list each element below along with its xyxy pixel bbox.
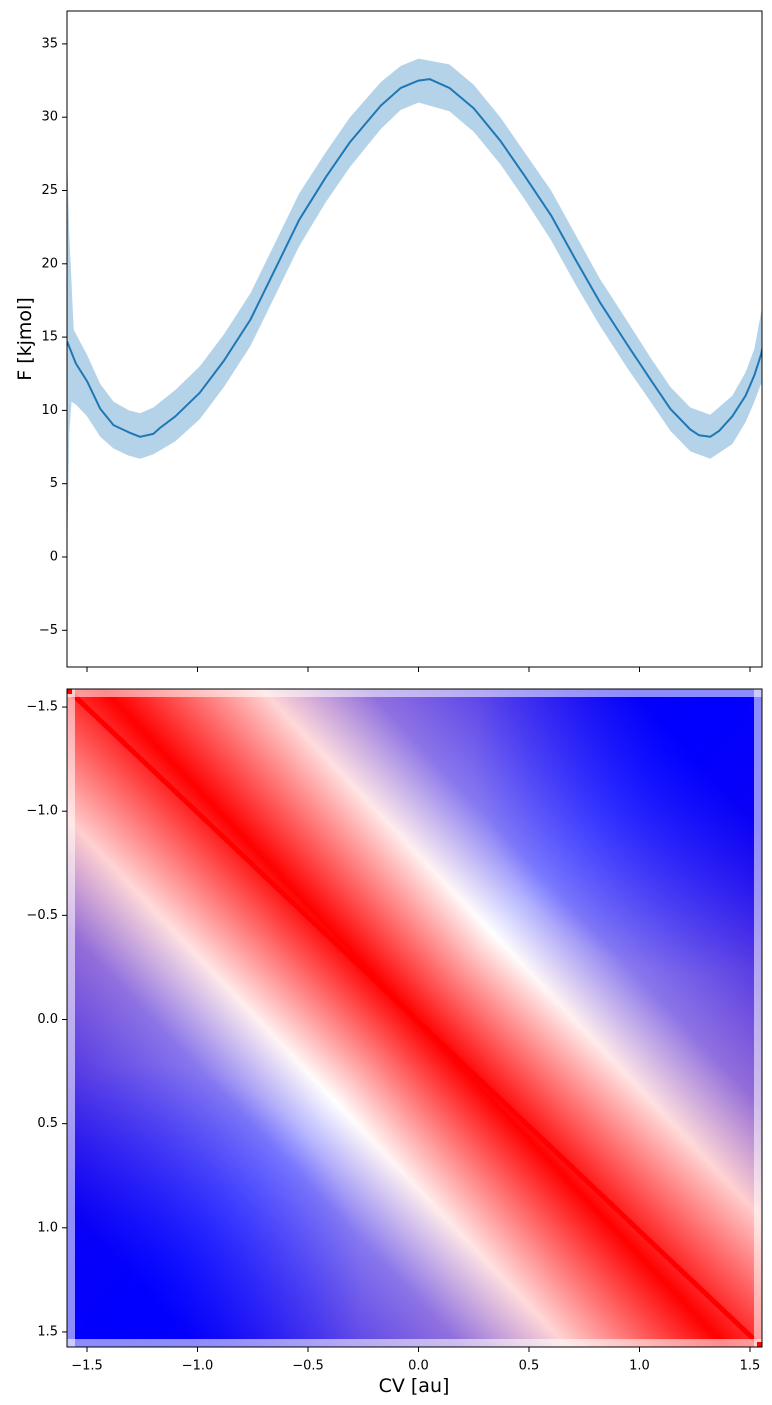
y-tick-label: 5: [50, 476, 58, 491]
covariance-heatmap-panel: −1.5 −1.0 −0.5 0.0 0.5 1.0 1.5 −1.5 −1.0 −0.5 0.0…: [26, 688, 763, 1397]
y-tick-label: 35: [41, 36, 58, 51]
free-energy-panel: −5 0 5 10 15 20 25 30 35 F [kjmol]: [14, 10, 763, 672]
y-tick-label: 30: [41, 110, 58, 125]
x-tick-label: 0.0: [408, 1359, 429, 1374]
top-x-ticks: [86, 667, 751, 672]
heatmap-x-axis-label: CV [au]: [379, 1375, 450, 1397]
x-tick-label: −1.5: [71, 1359, 103, 1374]
top-y-axis-label: F [kjmol]: [14, 297, 36, 381]
y-tick-label: 10: [41, 403, 58, 418]
x-tick-label: 1.5: [740, 1359, 761, 1374]
y-tick-label: −1.5: [26, 700, 58, 715]
x-tick-label: 0.5: [519, 1359, 540, 1374]
top-y-ticks: −5 0 5 10 15 20 25 30 35: [39, 36, 67, 638]
heatmap-image: [67, 689, 762, 1347]
y-tick-label: 0: [50, 550, 58, 565]
y-tick-label: −1.0: [26, 804, 58, 819]
y-tick-label: −0.5: [26, 908, 58, 923]
y-tick-label: 1.5: [37, 1324, 58, 1339]
y-tick-label: 25: [41, 183, 58, 198]
heatmap-axes-frame: [66, 688, 763, 1348]
mean-free-energy-line: [67, 78, 762, 438]
x-tick-label: 1.0: [629, 1359, 650, 1374]
y-tick-label: 15: [41, 330, 58, 345]
y-tick-label: 0.5: [37, 1116, 58, 1131]
x-tick-label: −1.0: [182, 1359, 214, 1374]
heatmap-x-ticks: −1.5 −1.0 −0.5 0.0 0.5 1.0 1.5: [71, 1347, 760, 1374]
x-tick-label: −0.5: [292, 1359, 324, 1374]
top-axes-frame: [66, 10, 763, 668]
uncertainty-band: [67, 58, 762, 557]
y-tick-label: 1.0: [37, 1220, 58, 1235]
heatmap-y-ticks: −1.5 −1.0 −0.5 0.0 0.5 1.0 1.5: [26, 700, 67, 1339]
y-tick-label: 0.0: [37, 1012, 58, 1027]
heatmap-diagonal: [67, 689, 762, 1347]
y-tick-label: −5: [39, 623, 58, 638]
y-tick-label: 20: [41, 256, 58, 271]
